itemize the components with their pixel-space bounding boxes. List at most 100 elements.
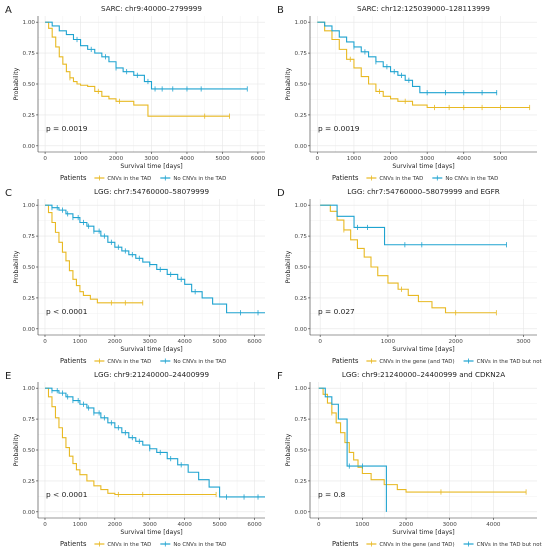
legend-title: Patients — [332, 174, 359, 182]
x-axis-title: Survival time [days] — [392, 163, 454, 170]
x-tick-label: 0 — [317, 522, 321, 528]
x-tick-label: 5000 — [215, 156, 230, 162]
legend-title: Patients — [60, 540, 87, 548]
y-tick-label: 0.25 — [23, 479, 36, 485]
y-axis-title: Probability — [285, 250, 292, 283]
y-tick-label: 0.75 — [295, 417, 308, 423]
curves-group — [318, 387, 527, 512]
p-value: p = 0.0019 — [318, 124, 360, 133]
chart-panel-e: E LGG: chr9:21240000–24400999 0 1000 2000 300… — [5, 370, 265, 548]
y-tick-label: 0.75 — [295, 51, 308, 57]
survival-curve-2 — [320, 204, 507, 246]
x-tick-label: 6000 — [251, 156, 266, 162]
x-tick-label: 1000 — [355, 522, 370, 528]
legend-label-2: No CNVs in the TAD — [173, 176, 226, 182]
x-axis-title: Survival time [days] — [120, 346, 182, 353]
panel-letter: B — [277, 5, 284, 16]
legend-label-2: No CNVs in the TAD — [173, 359, 226, 365]
y-tick-label: 0.00 — [295, 510, 308, 516]
x-tick-label: 1000 — [73, 339, 88, 345]
curves-group — [320, 204, 507, 316]
y-axis-title: Probability — [285, 67, 292, 100]
panel-letter: A — [5, 5, 12, 16]
legend-label-1: CNVs in the TAD — [379, 176, 423, 182]
x-tick-label: 3000 — [516, 339, 531, 345]
survival-curve-2 — [318, 387, 387, 512]
legend-label-2: CNVs in the TAD but not the gene — [477, 542, 543, 548]
x-tick-label: 0 — [318, 339, 322, 345]
x-axis-title: Survival time [days] — [392, 529, 454, 536]
x-tick-label: 2000 — [108, 339, 123, 345]
legend-label-1: CNVs in the gene (and TAD) — [379, 542, 454, 548]
x-tick-label: 4000 — [180, 156, 195, 162]
legend-title: Patients — [60, 357, 87, 365]
y-tick-label: 0.50 — [23, 82, 36, 88]
x-tick-label: 5000 — [493, 156, 508, 162]
x-tick-label: 0 — [43, 156, 47, 162]
x-tick-label: 1000 — [73, 156, 88, 162]
y-tick-label: 0.75 — [295, 234, 308, 240]
y-axis-title: Probability — [13, 250, 20, 283]
panel-letter: C — [5, 188, 12, 199]
y-tick-label: 0.00 — [295, 144, 308, 150]
x-tick-label: 4000 — [178, 339, 193, 345]
panel-title: LGG: chr9:21240000–24400999 — [94, 370, 209, 379]
chart-panel-a: A SARC: chr9:40000–2799999 0 1000 2000 3000 40… — [5, 4, 266, 182]
legend-label-1: CNVs in the TAD — [107, 542, 151, 548]
survival-curve-2 — [45, 21, 248, 90]
x-axis-title: Survival time [days] — [120, 529, 182, 536]
y-tick-label: 0.00 — [23, 510, 36, 516]
x-tick-label: 4000 — [178, 522, 193, 528]
panel-letter: D — [277, 188, 285, 199]
y-tick-label: 1.00 — [295, 203, 308, 209]
y-tick-label: 0.25 — [295, 479, 308, 485]
x-tick-label: 3000 — [443, 522, 458, 528]
x-tick-label: 2000 — [108, 522, 123, 528]
survival-curve-2 — [317, 21, 497, 94]
x-tick-label: 1000 — [347, 156, 362, 162]
y-tick-label: 0.75 — [23, 51, 36, 57]
y-axis-title: Probability — [285, 433, 292, 466]
x-tick-label: 3000 — [144, 156, 159, 162]
x-tick-label: 5000 — [212, 339, 227, 345]
y-tick-label: 0.50 — [295, 265, 308, 271]
chart-panel-b: B SARC: chr12:125039000–128113999 0 1000 200… — [277, 4, 537, 182]
legend-label-1: CNVs in the TAD — [107, 359, 151, 365]
y-tick-label: 1.00 — [295, 20, 308, 26]
x-tick-label: 6000 — [247, 522, 262, 528]
legend-label-2: No CNVs in the TAD — [173, 542, 226, 548]
x-tick-label: 4000 — [486, 522, 501, 528]
curves-group — [44, 387, 265, 500]
x-tick-label: 4000 — [457, 156, 472, 162]
x-tick-label: 0 — [316, 156, 320, 162]
panel-title: LGG: chr7:54760000–58079999 and EGFR — [347, 187, 499, 196]
x-tick-label: 0 — [43, 339, 47, 345]
x-tick-label: 2000 — [449, 339, 464, 345]
y-tick-label: 0.25 — [295, 113, 308, 119]
y-tick-label: 1.00 — [23, 203, 36, 209]
x-axis-title: Survival time [days] — [120, 163, 182, 170]
y-axis-title: Probability — [13, 433, 20, 466]
legend-title: Patients — [332, 540, 359, 548]
panel-title: LGG: chr7:54760000–58079999 — [94, 187, 209, 196]
y-axis-title: Probability — [13, 67, 20, 100]
x-tick-label: 1000 — [73, 522, 88, 528]
curves-group — [44, 204, 265, 316]
x-tick-label: 5000 — [212, 522, 227, 528]
x-tick-label: 2000 — [383, 156, 398, 162]
x-tick-label: 1000 — [381, 339, 396, 345]
y-tick-label: 0.00 — [23, 327, 36, 333]
y-tick-label: 0.75 — [23, 234, 36, 240]
x-tick-label: 3000 — [143, 339, 158, 345]
p-value: p = 0.0019 — [46, 124, 88, 133]
panel-title: SARC: chr9:40000–2799999 — [101, 4, 202, 13]
x-tick-label: 2000 — [109, 156, 124, 162]
y-tick-label: 0.00 — [295, 327, 308, 333]
chart-panel-f: F LGG: chr9:21240000–24400999 and CDKN2A 0… — [277, 370, 543, 548]
survival-curve-1 — [45, 21, 230, 117]
p-value: p = 0.8 — [318, 490, 346, 499]
x-tick-label: 3000 — [143, 522, 158, 528]
y-tick-label: 0.25 — [23, 296, 36, 302]
y-tick-label: 1.00 — [23, 386, 36, 392]
